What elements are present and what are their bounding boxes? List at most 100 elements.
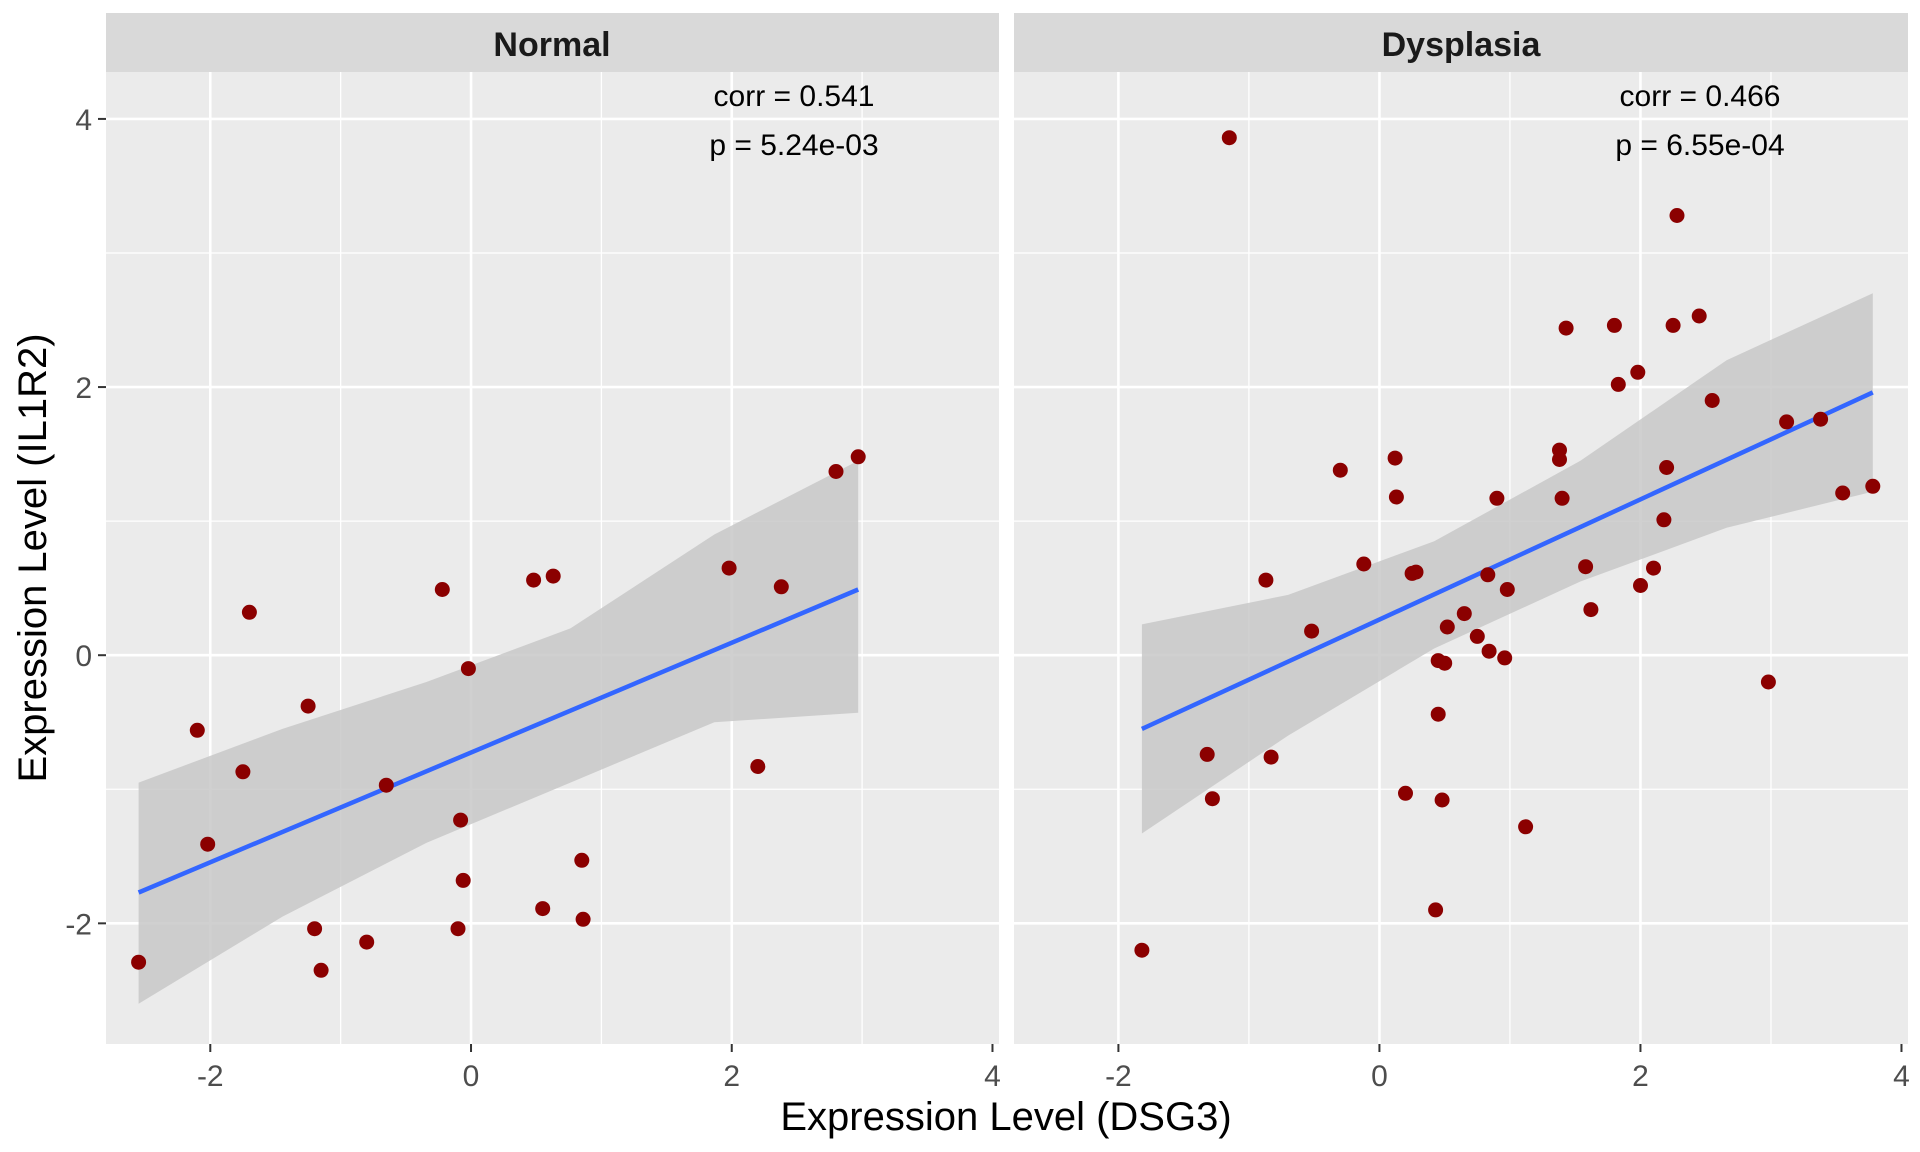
data-point (200, 836, 216, 852)
data-point (1552, 442, 1567, 458)
data-point (1760, 674, 1776, 690)
annotation-p-dysplasia: p = 6.55e-04 (1615, 129, 1784, 162)
y-axis-title: Expression Level (IL1R2) (11, 333, 55, 782)
data-point (1554, 490, 1570, 506)
facet-normal: Normal corr = 0.541 p = 5.24e-03 (106, 13, 999, 1044)
y-axis: -2 0 2 4 (65, 104, 106, 941)
data-point (313, 962, 329, 978)
data-point (450, 921, 466, 937)
data-point (378, 777, 394, 793)
data-point (1332, 462, 1348, 478)
x-axis-normal: -2 0 2 4 (197, 1044, 1001, 1093)
data-point (1835, 485, 1851, 501)
x-tick-label: 0 (463, 1060, 480, 1093)
data-point (1691, 308, 1707, 324)
regression-line-dysplasia (1140, 390, 1874, 731)
data-point (1456, 606, 1472, 622)
confidence-ribbon (1141, 293, 1873, 834)
data-point (1134, 942, 1150, 958)
data-point (1304, 623, 1320, 639)
confidence-band-normal (138, 460, 859, 1004)
data-point (131, 954, 147, 970)
x-axis-title: Expression Level (DSG3) (780, 1095, 1231, 1139)
y-tick-label: 2 (75, 372, 92, 405)
data-points-dysplasia (1134, 130, 1881, 958)
data-point (1480, 567, 1496, 583)
data-point (1659, 460, 1675, 475)
data-point (359, 934, 375, 950)
data-point (1398, 785, 1413, 801)
data-point (575, 911, 591, 927)
data-point (453, 812, 469, 828)
data-point (750, 759, 766, 774)
data-point (455, 872, 471, 888)
x-tick-label: -2 (197, 1060, 224, 1093)
data-point (1430, 706, 1446, 722)
x-axis-dysplasia: -2 0 2 4 (1105, 1044, 1910, 1093)
data-point (1656, 512, 1672, 528)
data-point (300, 698, 316, 714)
data-point (1481, 643, 1497, 659)
data-point (1439, 619, 1455, 635)
x-tick-label: 2 (723, 1060, 740, 1093)
confidence-band-dysplasia (1141, 293, 1873, 834)
data-point (773, 579, 789, 595)
regression-line (137, 587, 860, 895)
data-point (535, 901, 551, 917)
x-tick-label: 4 (1893, 1060, 1910, 1093)
annotation-corr-normal: corr = 0.541 (714, 80, 875, 113)
data-point (460, 661, 476, 677)
data-point (434, 582, 450, 597)
data-point (1408, 564, 1424, 580)
data-point (721, 560, 737, 576)
data-point (1221, 130, 1237, 146)
data-point (828, 464, 844, 479)
data-point (1518, 819, 1534, 835)
data-point (1779, 414, 1795, 430)
data-point (1665, 317, 1681, 333)
data-point (1558, 320, 1574, 336)
y-tick-label: -2 (65, 908, 92, 941)
data-point (1813, 411, 1829, 427)
data-point (189, 722, 205, 738)
data-point (1499, 582, 1515, 597)
data-points-normal (131, 449, 866, 978)
data-point (1434, 792, 1450, 808)
data-point (1388, 489, 1404, 505)
facet-strip-normal (106, 13, 999, 72)
data-point (1387, 450, 1403, 466)
facet-dysplasia: Dysplasia corr = 0.466 p = 6.55e-04 (1014, 13, 1908, 1044)
data-point (1583, 602, 1599, 618)
x-tick-label: 2 (1632, 1060, 1649, 1093)
data-point (574, 852, 590, 868)
annotation-p-normal: p = 5.24e-03 (709, 129, 878, 162)
data-point (1437, 655, 1453, 671)
y-tick-label: 4 (75, 104, 92, 137)
data-point (1469, 628, 1485, 644)
data-point (1199, 746, 1215, 762)
confidence-ribbon (138, 460, 859, 1004)
data-point (1610, 376, 1626, 392)
facet-title-dysplasia: Dysplasia (1382, 26, 1542, 64)
data-point (1669, 208, 1685, 223)
data-point (1646, 560, 1661, 576)
y-tick-label: 0 (75, 640, 92, 673)
data-point (1258, 572, 1274, 588)
x-tick-label: 0 (1371, 1060, 1388, 1093)
data-point (1204, 791, 1220, 807)
annotation-corr-dysplasia: corr = 0.466 (1620, 80, 1781, 113)
data-point (1633, 578, 1648, 593)
data-point (1263, 749, 1279, 765)
data-point (1356, 556, 1372, 572)
regression-line (1140, 390, 1874, 731)
facet-strip-dysplasia (1014, 13, 1908, 72)
data-point (1630, 364, 1646, 380)
data-point (1428, 902, 1444, 918)
facet-title-normal: Normal (493, 26, 610, 64)
data-point (235, 764, 251, 780)
x-tick-label: -2 (1105, 1060, 1132, 1093)
data-point (1497, 650, 1513, 666)
data-point (850, 449, 866, 465)
data-point (241, 604, 257, 620)
